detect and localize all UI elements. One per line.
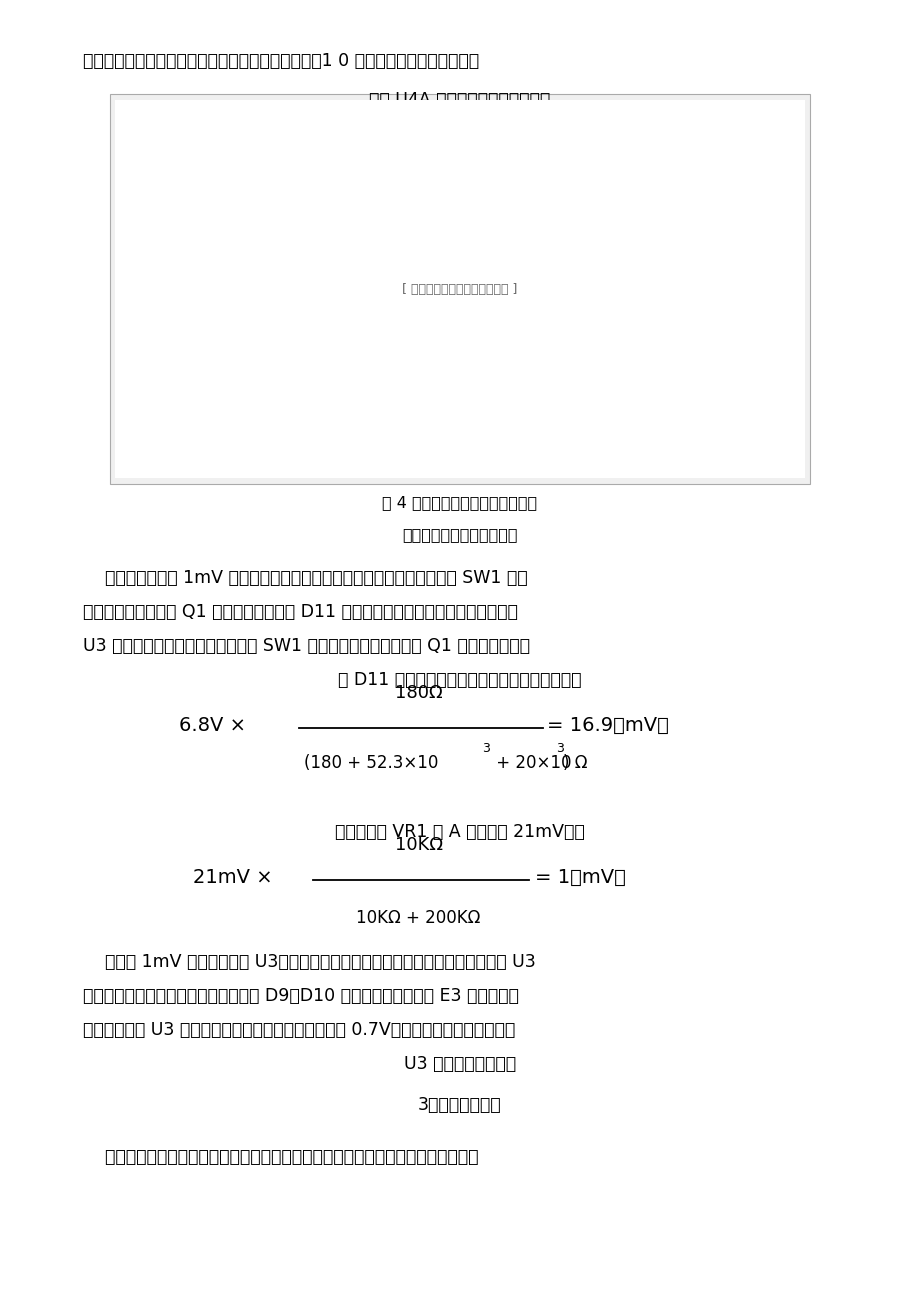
Text: 180Ω: 180Ω: [394, 684, 442, 702]
Text: + 20×10: + 20×10: [491, 754, 572, 772]
Text: 10KΩ + 200KΩ: 10KΩ + 200KΩ: [356, 909, 481, 927]
Text: = 16.9（mV）: = 16.9（mV）: [547, 716, 668, 734]
Text: 10KΩ: 10KΩ: [394, 836, 442, 854]
Text: 到低电平时，晶体管 Q1 饱和截止，稳压管 D11 没有电压源供电不能工作，差动放大器: 到低电平时，晶体管 Q1 饱和截止，稳压管 D11 没有电压源供电不能工作，差动…: [83, 603, 517, 621]
Text: (180 + 52.3×10: (180 + 52.3×10: [303, 754, 437, 772]
Text: = 1（mV）: = 1（mV）: [535, 868, 626, 887]
Text: ) Ω: ) Ω: [562, 754, 587, 772]
Text: 图 4 前置差动放大级及其相关电路: 图 4 前置差动放大级及其相关电路: [382, 495, 537, 510]
Text: 21mV ×: 21mV ×: [193, 868, 273, 887]
Bar: [115, 100, 804, 478]
Text: 而心电信号经 U3 放大后仍然远小于二极管的导通电压 0.7V，所以心电信号可正常通过: 而心电信号经 U3 放大后仍然远小于二极管的导通电压 0.7V，所以心电信号可正…: [83, 1021, 515, 1039]
Text: 3: 3: [555, 742, 563, 755]
Text: 3: 3: [482, 742, 490, 755]
Text: U3 进行心电信号放大。当切换开关 SW1 切换到高电平时，晶体管 Q1 饱和导通，稳压: U3 进行心电信号放大。当切换开关 SW1 切换到高电平时，晶体管 Q1 饱和导…: [83, 637, 529, 655]
Text: 调整电位器 VR1 使 A 点电位为 21mV，有: 调整电位器 VR1 使 A 点电位为 21mV，有: [335, 823, 584, 841]
Bar: [110, 94, 809, 484]
Text: [ 前置差动放大级及其相关电路 ]: [ 前置差动放大级及其相关电路 ]: [402, 283, 517, 296]
Text: 6.8V ×: 6.8V ×: [179, 716, 246, 734]
Text: 点击此处查看全部新闻图片: 点击此处查看全部新闻图片: [402, 527, 517, 543]
Text: 本电路图还包括 1mV 定标（即校准）电路、脉冲抑制电路。当切换开关 SW1 切换: 本电路图还包括 1mV 定标（即校准）电路、脉冲抑制电路。当切换开关 SW1 切…: [83, 569, 527, 587]
Text: 运放 U4A 构成第二级跟随放大器。: 运放 U4A 构成第二级跟随放大器。: [369, 91, 550, 109]
Text: 的输入端连接电阻。干扰脉冲使二极管 D9，D10 瞬时导通，经过电容 E3 耦合到地，: 的输入端连接电阻。干扰脉冲使二极管 D9，D10 瞬时导通，经过电容 E3 耦合…: [83, 987, 518, 1005]
Text: 作于饱区和或截止区，其增益不能过大，试验表明：1 0 倍左右效果较好。图中另一: 作于饱区和或截止区，其增益不能过大，试验表明：1 0 倍左右效果较好。图中另一: [83, 52, 479, 70]
Text: U3 传递到后级电路。: U3 传递到后级电路。: [403, 1055, 516, 1073]
Text: 则产生 1mV 差动电压送入 U3，作为差动放大器的定标信号，式中为差动放大器 U3: 则产生 1mV 差动电压送入 U3，作为差动放大器的定标信号，式中为差动放大器 …: [83, 953, 535, 971]
Text: 管 D11 有电压源供电开始工作，经电阻分压得：: 管 D11 有电压源供电开始工作，经电阻分压得：: [338, 671, 581, 689]
Text: 生物信号放大器必须采用隔离技术，就是与生物体接触的前置放大级采用浮动放大: 生物信号放大器必须采用隔离技术，就是与生物体接触的前置放大级采用浮动放大: [83, 1148, 478, 1167]
Text: 3．光电隔离电路: 3．光电隔离电路: [418, 1096, 501, 1115]
